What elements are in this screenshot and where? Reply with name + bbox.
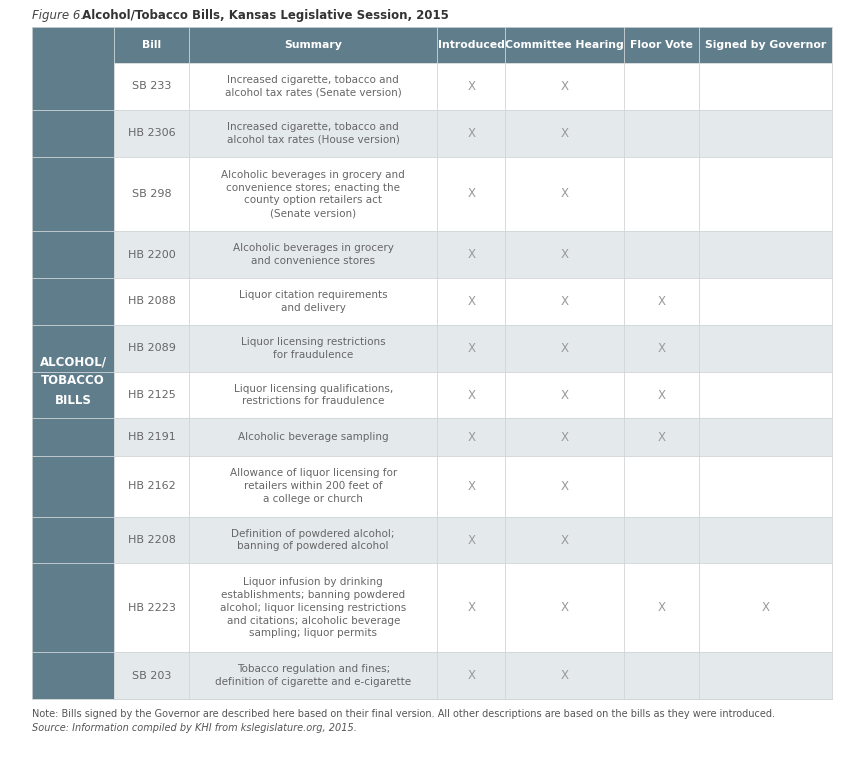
Text: HB 2088: HB 2088	[128, 297, 175, 307]
Text: Note: Bills signed by the Governor are described here based on their final versi: Note: Bills signed by the Governor are d…	[32, 709, 775, 719]
Text: X: X	[657, 295, 665, 308]
Text: X: X	[561, 295, 568, 308]
Text: SB 298: SB 298	[132, 189, 171, 199]
Text: HB 2162: HB 2162	[128, 481, 175, 491]
Text: Alcoholic beverage sampling: Alcoholic beverage sampling	[238, 432, 389, 442]
Text: Allowance of liquor licensing for
retailers within 200 feet of
a college or chur: Allowance of liquor licensing for retail…	[229, 469, 397, 504]
Bar	[114, 653, 832, 699]
Bar	[114, 563, 832, 653]
Bar	[114, 372, 832, 419]
Text: X: X	[561, 601, 568, 615]
Text: X: X	[467, 126, 475, 139]
Text: Committee Hearing: Committee Hearing	[505, 40, 624, 50]
Text: Liquor infusion by drinking
establishments; banning powdered
alcohol; liquor lic: Liquor infusion by drinking establishmen…	[220, 577, 407, 638]
Text: X: X	[657, 341, 665, 355]
Text: X: X	[561, 341, 568, 355]
Bar	[114, 456, 832, 516]
Bar	[114, 232, 832, 278]
Bar	[114, 325, 832, 372]
Text: Alcoholic beverages in grocery and
convenience stores; enacting the
county optio: Alcoholic beverages in grocery and conve…	[222, 170, 405, 218]
Text: X: X	[467, 388, 475, 401]
Text: Summary: Summary	[284, 40, 342, 50]
Text: X: X	[561, 126, 568, 139]
Text: Liquor citation requirements
and delivery: Liquor citation requirements and deliver…	[239, 290, 388, 313]
Text: SB 203: SB 203	[132, 671, 171, 681]
Bar	[114, 157, 832, 232]
Text: Increased cigarette, tobacco and
alcohol tax rates (House version): Increased cigarette, tobacco and alcohol…	[227, 122, 400, 145]
Text: X: X	[467, 295, 475, 308]
Text: X: X	[561, 188, 568, 201]
Text: Figure 6.: Figure 6.	[32, 9, 84, 22]
Text: Bill: Bill	[142, 40, 161, 50]
Text: Liquor licensing restrictions
for fraudulence: Liquor licensing restrictions for fraudu…	[241, 337, 385, 360]
Text: ALCOHOL/
TOBACCO
BILLS: ALCOHOL/ TOBACCO BILLS	[39, 356, 106, 407]
Text: X: X	[467, 80, 475, 93]
Text: X: X	[657, 431, 665, 444]
Text: X: X	[467, 601, 475, 615]
Text: HB 2089: HB 2089	[128, 343, 175, 354]
Text: X: X	[467, 534, 475, 547]
Text: X: X	[561, 248, 568, 261]
Text: Signed by Governor: Signed by Governor	[705, 40, 826, 50]
Text: Definition of powdered alcohol;
banning of powdered alcohol: Definition of powdered alcohol; banning …	[231, 528, 395, 551]
Text: Introduced: Introduced	[437, 40, 505, 50]
Bar	[114, 27, 832, 63]
Text: HB 2306: HB 2306	[128, 128, 175, 138]
Text: HB 2200: HB 2200	[128, 250, 175, 260]
Text: Tobacco regulation and fines;
definition of cigarette and e-cigarette: Tobacco regulation and fines; definition…	[215, 664, 411, 687]
Text: Source: Information compiled by KHI from kslegislature.org, 2015.: Source: Information compiled by KHI from…	[32, 723, 357, 733]
Text: X: X	[467, 188, 475, 201]
Text: HB 2191: HB 2191	[128, 432, 175, 442]
Bar	[114, 278, 832, 325]
Text: HB 2223: HB 2223	[128, 603, 175, 613]
Text: X: X	[467, 431, 475, 444]
Text: Floor Vote: Floor Vote	[630, 40, 693, 50]
Text: X: X	[467, 248, 475, 261]
Text: X: X	[561, 669, 568, 682]
Bar	[114, 419, 832, 456]
Text: HB 2125: HB 2125	[128, 390, 175, 400]
Text: X: X	[467, 669, 475, 682]
Text: X: X	[561, 431, 568, 444]
Text: X: X	[467, 480, 475, 493]
Text: Liquor licensing qualifications,
restrictions for fraudulence: Liquor licensing qualifications, restric…	[234, 384, 393, 407]
Text: X: X	[467, 341, 475, 355]
Text: HB 2208: HB 2208	[128, 535, 175, 545]
Text: Alcoholic beverages in grocery
and convenience stores: Alcoholic beverages in grocery and conve…	[233, 243, 394, 266]
Bar	[32, 27, 114, 699]
Text: X: X	[561, 480, 568, 493]
Text: X: X	[561, 534, 568, 547]
Text: X: X	[657, 388, 665, 401]
Bar	[114, 516, 832, 563]
Text: Alcohol/Tobacco Bills, Kansas Legislative Session, 2015: Alcohol/Tobacco Bills, Kansas Legislativ…	[78, 9, 449, 22]
Bar	[114, 110, 832, 157]
Bar	[114, 63, 832, 110]
Text: X: X	[762, 601, 770, 615]
Text: X: X	[561, 388, 568, 401]
Text: X: X	[657, 601, 665, 615]
Text: Increased cigarette, tobacco and
alcohol tax rates (Senate version): Increased cigarette, tobacco and alcohol…	[225, 75, 401, 98]
Text: SB 233: SB 233	[132, 82, 171, 92]
Text: X: X	[561, 80, 568, 93]
